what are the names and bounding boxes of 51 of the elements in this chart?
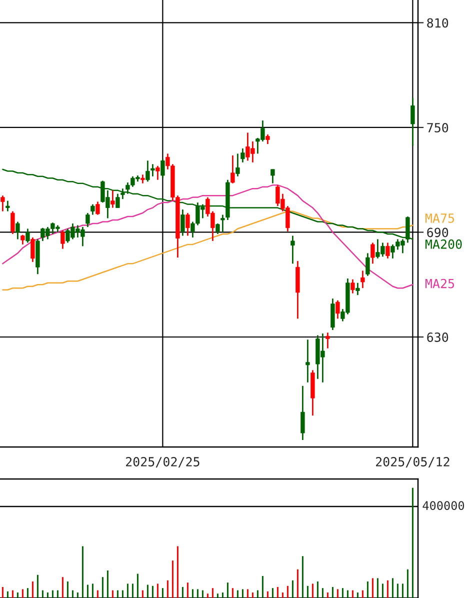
- x-tick-label: 2025/05/12: [376, 457, 450, 468]
- candlestick: [366, 252, 370, 277]
- candlestick: [60, 230, 65, 250]
- text: 400000: [422, 501, 464, 510]
- candlestick: [266, 134, 270, 145]
- y-tick-label: 630: [427, 332, 448, 342]
- candlestick: [10, 210, 15, 235]
- candlestick: [6, 200, 10, 212]
- candlestick: [16, 221, 20, 240]
- candlestick: [336, 300, 340, 320]
- series-label: MA200: [425, 239, 462, 249]
- candlestick: [356, 282, 360, 296]
- candlestick: [180, 208, 185, 236]
- candlestick: [350, 278, 355, 294]
- candlestick: [300, 385, 305, 441]
- candlestick: [116, 193, 120, 208]
- candlestick: [90, 204, 95, 216]
- candlestick: [306, 338, 310, 384]
- candlestick: [330, 298, 335, 331]
- candlestick: [370, 242, 375, 264]
- x-tick-label: 2025/02/25: [126, 457, 200, 468]
- candlestick: [110, 190, 115, 208]
- candlestick: [156, 165, 160, 181]
- candlestick: [360, 270, 365, 289]
- candlestick: [240, 148, 245, 164]
- candlestick: [160, 158, 165, 179]
- candlestick: [326, 332, 330, 350]
- candlestick: [186, 212, 190, 236]
- candlestick: [150, 163, 155, 178]
- candlestick: [220, 214, 225, 233]
- candlestick: [270, 168, 275, 184]
- y-tick-label: 750: [427, 122, 448, 132]
- candlestick: [120, 188, 125, 200]
- candlestick: [26, 228, 30, 244]
- candlestick: [96, 200, 100, 216]
- series-label: MA75: [425, 214, 454, 223]
- candlestick: [0, 194, 5, 212]
- candlestick: [86, 212, 90, 228]
- candlestick: [30, 236, 35, 263]
- candlestick: [386, 242, 390, 260]
- y-tick-label: 810: [427, 18, 448, 28]
- candlestick: [290, 235, 295, 264]
- candlestick: [20, 234, 25, 246]
- line-series: [2, 184, 414, 289]
- candlestick: [216, 222, 220, 235]
- series-label: MA25: [425, 278, 454, 288]
- candlestick: [230, 154, 235, 184]
- candlestick: [146, 160, 150, 182]
- candlestick: [236, 152, 240, 178]
- y-tick-label: 690: [427, 228, 448, 238]
- candlestick: [410, 97, 415, 146]
